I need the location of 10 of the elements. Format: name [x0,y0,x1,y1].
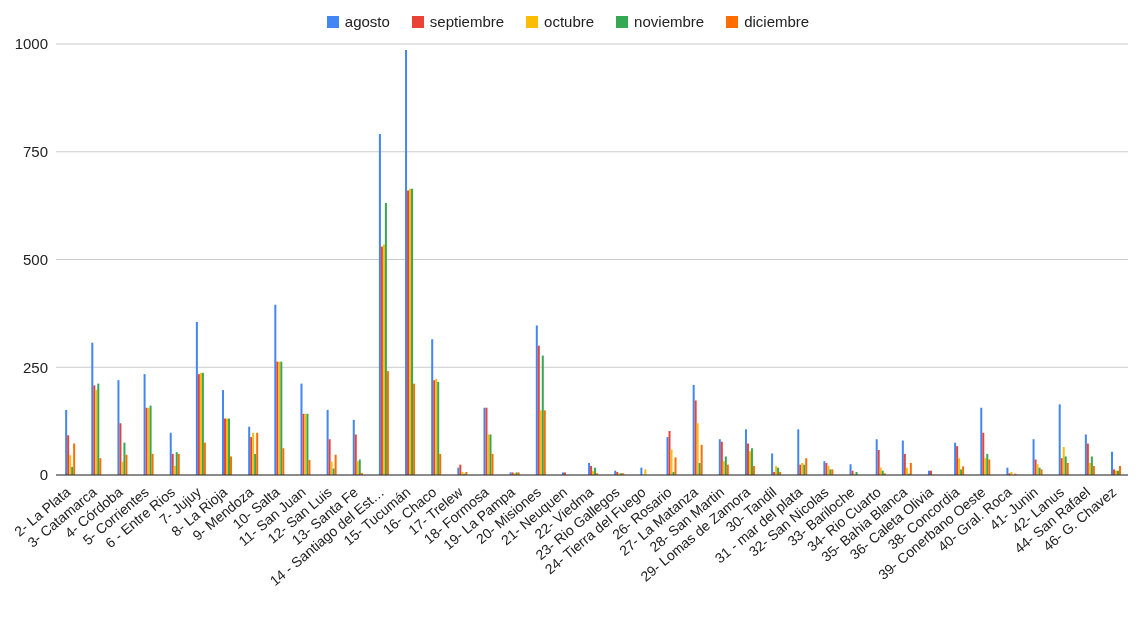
y-tick-label: 0 [39,466,48,484]
legend-label: octubre [543,13,595,30]
y-tick-label: 1000 [14,35,48,53]
legend-label: noviembre [633,13,705,30]
legend-label: agosto [343,13,390,30]
legend-label: septiembre [428,13,505,30]
y-tick-label: 750 [22,143,48,161]
legend-label: diciembre [743,13,810,30]
y-tick-label: 250 [22,358,48,376]
y-tick-label: 500 [22,250,48,268]
